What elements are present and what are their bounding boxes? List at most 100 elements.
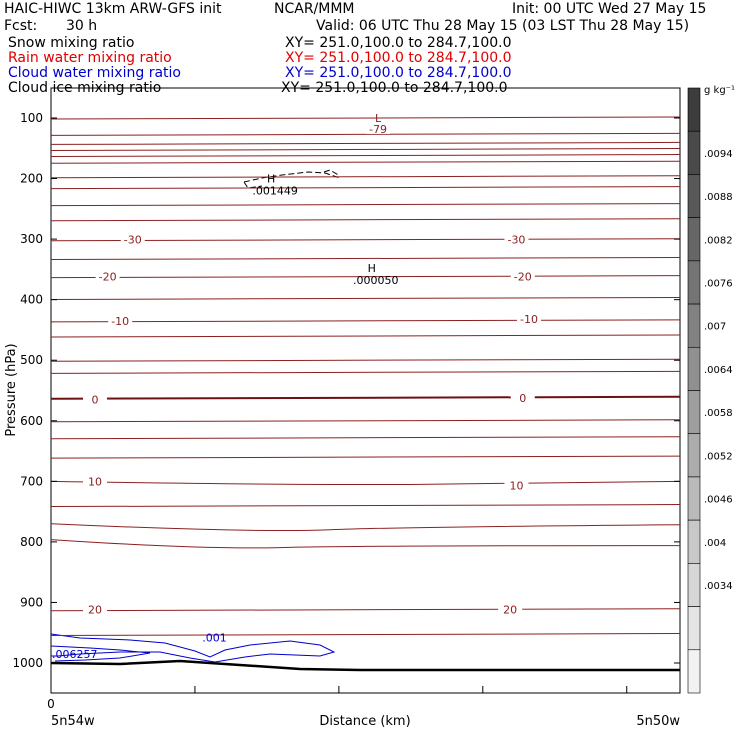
colorbar-label: .0034 [704,581,733,592]
colorbar-label: .0082 [704,235,733,246]
temperature-contour-label: -10 [111,315,129,328]
temperature-contour-line [50,175,681,179]
contour-label-bg [95,269,120,282]
colorbar-swatch [687,260,701,305]
contour-label-bg [83,474,108,487]
temperature-contour-line [50,455,681,459]
temperature-contour-line [50,334,681,338]
plot-frame [50,87,681,694]
contour-label-bg [504,232,529,245]
x-axis-title: Distance (km) [319,714,410,729]
temperature-contour-line [50,160,681,164]
fcst-label: Fcst: [4,18,38,34]
colorbar-label: .0046 [704,495,733,506]
contour-label-bg [83,392,108,405]
temperature-contour-line [50,275,681,279]
contour-label-bg [120,232,145,245]
colorbar-swatch [687,174,701,218]
y-tick-label: 900 [20,595,43,609]
temperature-contour-line [50,256,681,260]
field-xy-rain: XY= 251.0,100.0 to 284.7,100.0 [285,50,512,66]
temperature-contour-label: -20 [99,271,117,284]
temperature-contour-line [50,539,681,549]
contour-label-bg [517,312,542,325]
y-tick-label: 100 [20,111,43,125]
temperature-contour-label: 20 [503,604,517,617]
terrain-line [50,659,680,672]
colorbar: .0094 .0088 .0082 .0076 .007 .0064 .0058 .0052.… [687,87,733,694]
colorbar-swatch [687,433,701,478]
contour-label-bg [510,269,535,282]
valid-time: Valid: 06 UTC Thu 28 May 15 (03 LST Thu … [316,18,690,34]
cloud-water-label: .001 [202,632,227,645]
colorbar-swatch [687,346,701,391]
colorbar-swatch [687,563,701,607]
field-name-snow: Snow mixing ratio [8,35,135,51]
temperature-contour-line [50,141,681,145]
temperature-contour-line [50,358,681,362]
temperature-contour-label: -30 [507,234,525,247]
colorbar-swatch [687,87,701,132]
init-time: Init: 00 UTC Wed 27 May 15 [512,1,707,17]
y-tick-label: 500 [20,353,43,367]
extremum-marker: L [375,112,382,125]
extremum-marker: H [267,173,275,186]
y-tick-label: 200 [20,172,43,186]
colorbar-swatch [687,606,701,651]
y-tick-label: 300 [20,232,43,246]
cloud-water-contour-inner [50,645,151,662]
temperature-contour-line [50,218,681,222]
temperature-contour-label: -10 [520,313,538,326]
cloud-water-contour-lower [50,633,336,663]
temperature-contour-label: 0 [92,394,99,407]
colorbar-label: .0058 [704,408,733,419]
field-xy-snow: XY= 251.0,100.0 to 284.7,100.0 [285,35,512,51]
temperature-contour-line [50,296,681,300]
temperature-contour-line [50,319,681,323]
x-end-label: 5n50w [636,714,680,729]
colorbar-label: .007 [704,322,726,333]
colorbar-label: .004 [704,538,726,549]
y-tick-label: 800 [20,535,43,549]
temperature-contour-line [50,132,681,136]
contour-label-bg [83,602,108,615]
org-label: NCAR/MMM [274,1,355,17]
temperature-contour-line [50,203,681,207]
temperature-contour-line [50,238,681,242]
temperature-contour-label: 0 [519,392,526,405]
temperature-contour-line [50,608,681,612]
x-start-label: 5n54w [51,714,95,729]
colorbar-label: .0094 [704,149,733,160]
temperature-contour-line [50,436,681,440]
field-name-cloudwater: Cloud water mixing ratio [8,65,181,81]
temperature-contour-line [50,154,681,158]
extremum-value: .001449 [252,185,298,198]
y-tick-label: 400 [20,293,43,307]
colorbar-label: .0076 [704,278,733,289]
model-title: HAIC-HIWC 13km ARW-GFS init [4,1,222,17]
temperature-contour-label: 10 [509,480,523,493]
colorbar-label: .0088 [704,192,733,203]
temperature-contour-line [50,419,681,423]
colorbar-label: .0052 [704,451,733,462]
colorbar-swatch [687,476,701,521]
contour-label-bg [108,313,133,326]
field-name-rain: Rain water mixing ratio [8,50,172,66]
temperature-contour-line [50,147,681,151]
contour-label-bg [366,121,391,134]
y-tick-label: 1000 [12,656,43,670]
colorbar-swatch [687,519,701,564]
temperature-contour-line [50,186,681,190]
temperature-contour-label: -79 [369,123,387,136]
snow-contour [243,169,341,189]
colorbar-swatch [687,649,701,694]
cloud-water-label: .006257 [52,648,98,661]
colorbar-swatch [687,130,701,175]
temperature-contour-label: 20 [88,604,102,617]
temperature-contour-line [50,480,681,486]
extremum-marker: H [368,262,376,275]
colorbar-swatch [687,390,701,435]
fcst-value: 30 h [66,18,98,34]
temperature-contour-label: -20 [514,271,532,284]
temperature-contour-line [50,633,681,637]
